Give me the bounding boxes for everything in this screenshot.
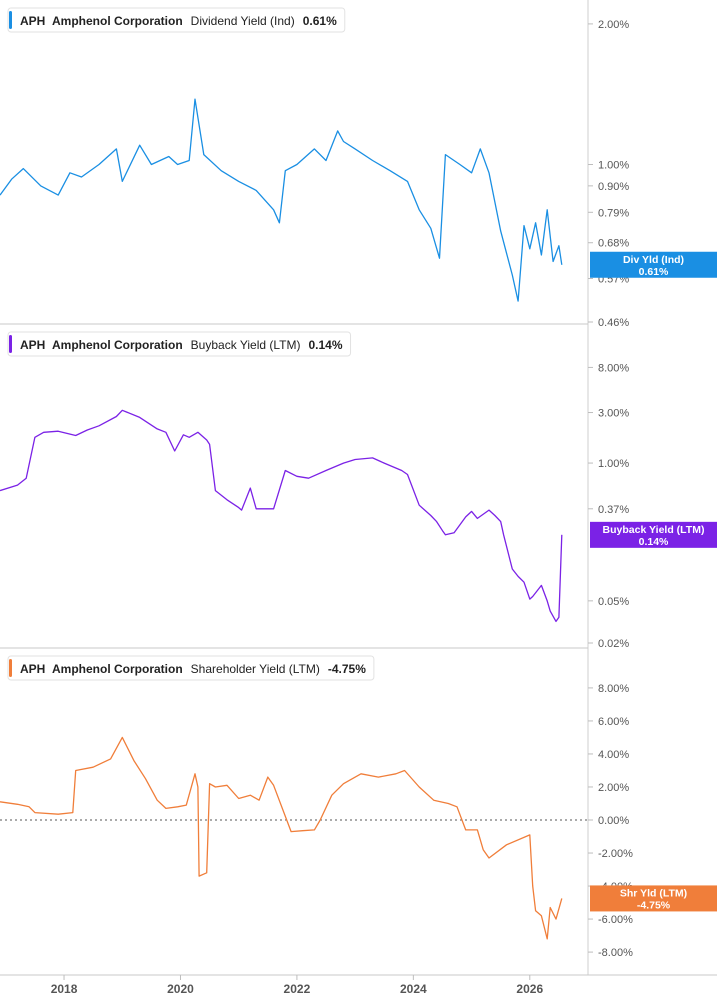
y-tick-label: -6.00% [598, 914, 633, 926]
y-tick-label: 0.02% [598, 638, 629, 650]
series-line [0, 98, 563, 302]
panel-3: 8.00%6.00%4.00%2.00%0.00%-2.00%-4.00%-6.… [0, 655, 717, 959]
value-badge-label: Div Yld (Ind) [623, 254, 684, 266]
x-tick-label: 2026 [516, 982, 543, 996]
legend-company: Amphenol Corporation [52, 338, 183, 352]
legend-company: Amphenol Corporation [52, 14, 183, 28]
y-tick-label: 3.00% [598, 408, 629, 420]
legend-color-marker [9, 335, 12, 353]
value-badge [590, 885, 717, 912]
y-tick-label: -2.00% [598, 848, 633, 860]
y-tick-label: 0.79% [598, 207, 629, 219]
y-tick-label: 0.00% [598, 815, 629, 827]
value-badge-label: Buyback Yield (LTM) [603, 524, 705, 536]
x-tick-label: 2024 [400, 982, 427, 996]
y-tick-label: 2.00% [598, 19, 629, 31]
value-badge [590, 251, 717, 278]
y-tick-label: 0.05% [598, 596, 629, 608]
panel-2: 8.00% 3.00% 1.00% 0.37% 0.05% 0.02% APH Ampheno… [0, 331, 717, 650]
legend-box [7, 331, 352, 357]
legend-ticker: APH [20, 338, 45, 352]
legend-company: Amphenol Corporation [52, 662, 183, 676]
y-tick-label: 0.68% [598, 238, 629, 250]
y-tick-label: 0.90% [598, 181, 629, 193]
legend-ticker: APH [20, 662, 45, 676]
value-badge-value: 0.61% [639, 266, 669, 278]
value-badge-label: Shr Yld (LTM) [620, 887, 687, 899]
value-badge-value: 0.14% [639, 536, 669, 548]
x-tick-label: 2018 [51, 982, 78, 996]
legend-metric: Dividend Yield (Ind) [191, 14, 295, 28]
value-badge-value: -4.75% [637, 899, 671, 911]
legend-current-value: 0.14% [309, 338, 343, 352]
y-tick-label: 8.00% [598, 683, 629, 695]
legend-box [7, 655, 375, 681]
y-tick-label: 0.37% [598, 504, 629, 516]
legend-box [7, 7, 346, 33]
panel-1: 2.00%1.00%0.90%0.79%0.68%0.57%0.46%APH Am… [0, 7, 717, 329]
legend-color-marker [9, 659, 12, 677]
series-line [0, 736, 563, 940]
x-tick-label: 2022 [284, 982, 311, 996]
series-line [0, 409, 563, 623]
y-tick-label: 8.00% [598, 362, 629, 374]
value-badge [590, 521, 717, 548]
y-tick-label: 2.00% [598, 782, 629, 794]
legend-metric: Buyback Yield (LTM) [191, 338, 301, 352]
y-tick-label: 0.46% [598, 317, 629, 329]
legend-metric: Shareholder Yield (LTM) [191, 662, 320, 676]
y-tick-label: 4.00% [598, 749, 629, 761]
y-tick-label: 1.00% [598, 159, 629, 171]
y-tick-label: -8.00% [598, 947, 633, 959]
y-tick-label: 6.00% [598, 716, 629, 728]
legend-current-value: -4.75% [328, 662, 366, 676]
x-tick-label: 2020 [167, 982, 194, 996]
legend-ticker: APH [20, 14, 45, 28]
legend-current-value: 0.61% [303, 14, 337, 28]
y-tick-label: 1.00% [598, 458, 629, 470]
legend-color-marker [9, 11, 12, 29]
